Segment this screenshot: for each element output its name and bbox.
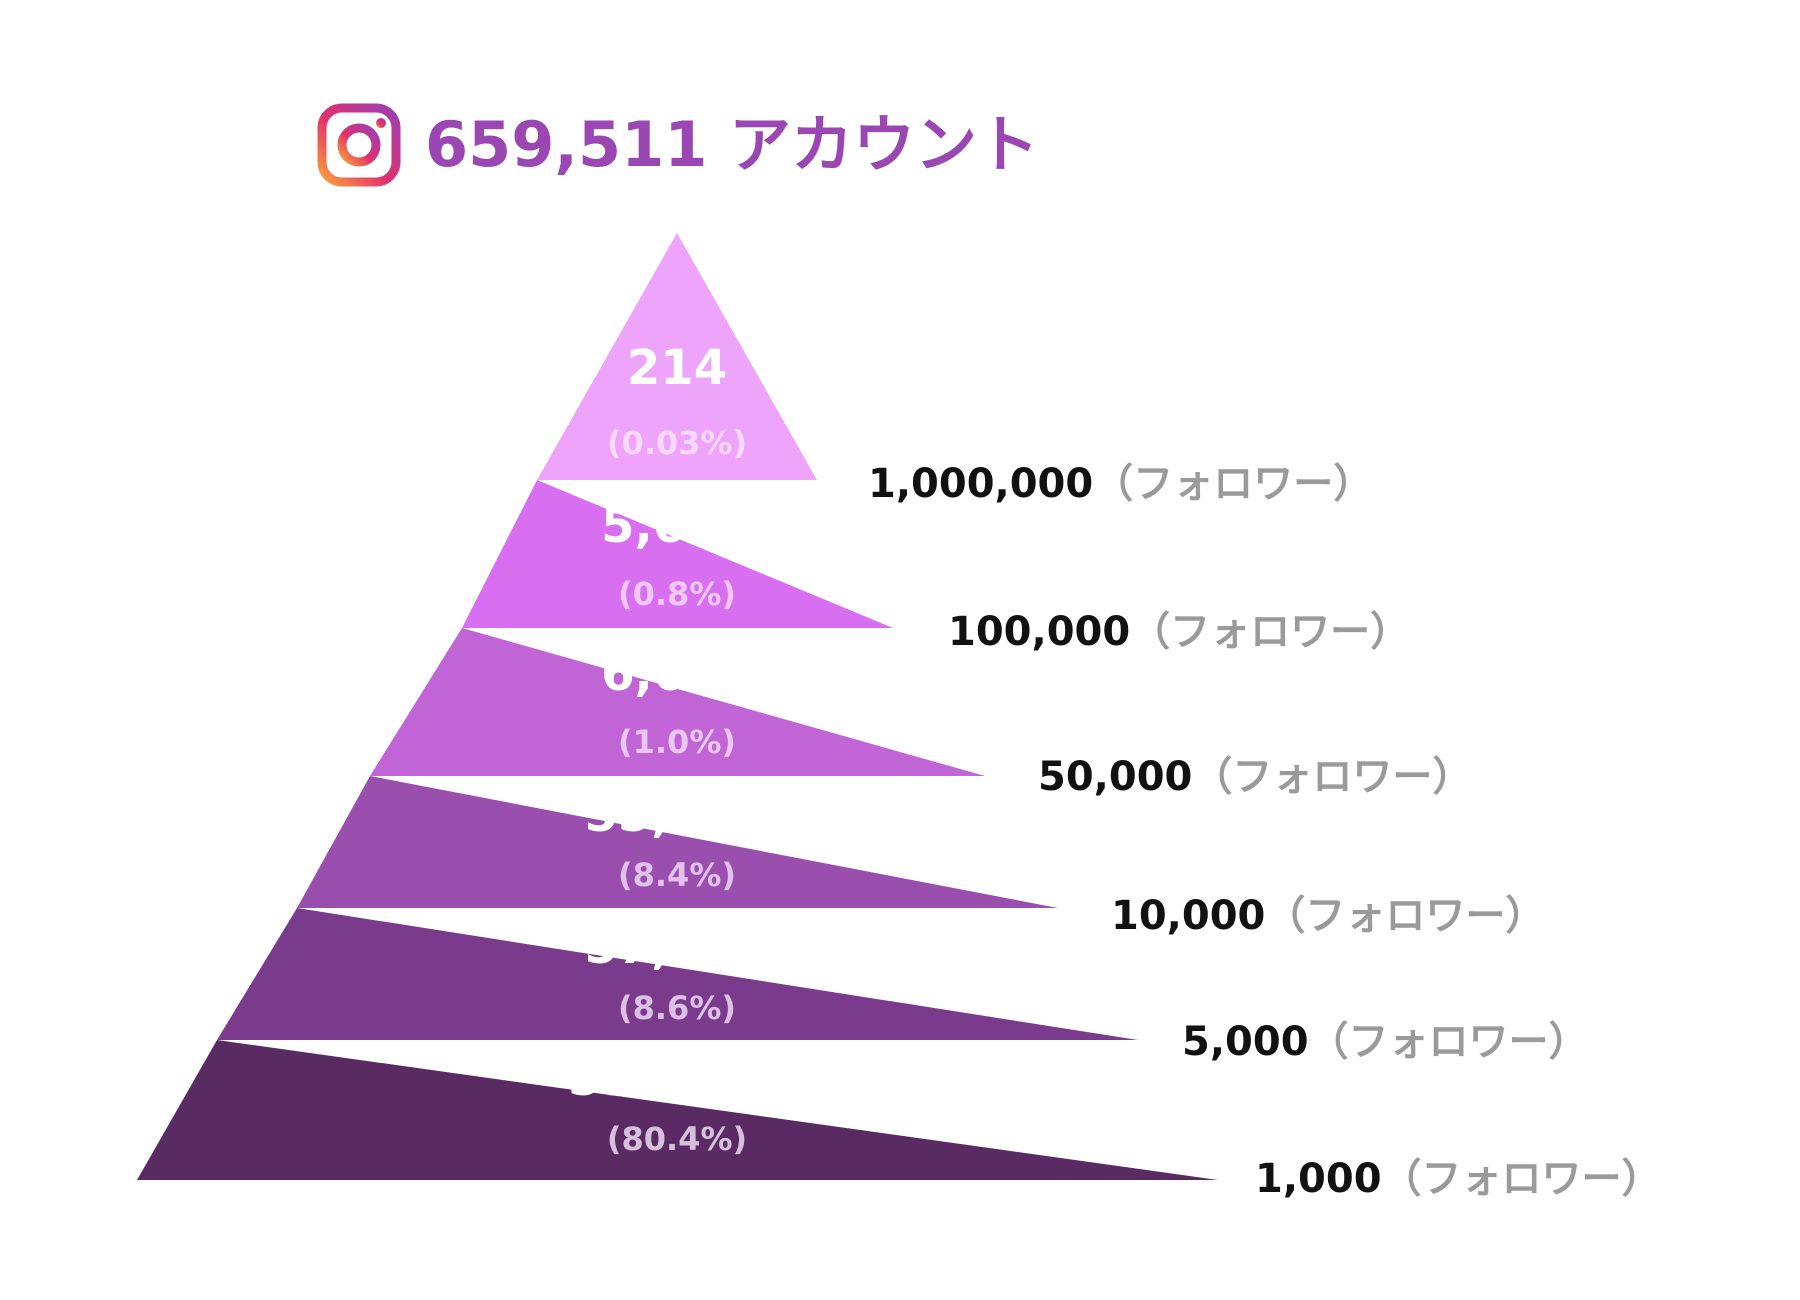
tier-percent: (8.4%): [618, 856, 736, 894]
tier-band: [462, 480, 893, 628]
threshold-label: 10,000（フォロワー）: [1111, 893, 1545, 939]
tier-percent: (1.0%): [618, 723, 736, 761]
threshold-label: 50,000（フォロワー）: [1038, 754, 1472, 800]
tier-band: [137, 1040, 1218, 1180]
header: 659,511 アカウント: [317, 103, 1039, 187]
threshold-label: 100,000（フォロワー）: [948, 609, 1410, 655]
tier-band: [217, 908, 1138, 1040]
threshold-unit: （フォロワー）: [1265, 893, 1545, 939]
tier-band: [370, 628, 985, 776]
tier-percent: (0.03%): [607, 424, 747, 462]
threshold-label: 1,000,000（フォロワー）: [868, 461, 1373, 507]
threshold-unit: （フォロワー）: [1309, 1019, 1589, 1065]
pyramid: 214 (0.03%) 5,632 (0.8%) 6,623 (1.0%) 55…: [137, 233, 1218, 1180]
tier-count: 57,035: [584, 919, 769, 975]
page-title: 659,511 アカウント: [425, 108, 1039, 181]
tier-count: 214: [627, 340, 727, 396]
threshold-value: 50,000: [1038, 754, 1192, 800]
tier-band: [537, 233, 817, 480]
tier-percent: (80.4%): [607, 1120, 747, 1158]
tier-count: 6,623: [601, 646, 753, 702]
threshold-unit: （フォロワー）: [1192, 754, 1472, 800]
threshold-label: 5,000（フォロワー）: [1182, 1019, 1589, 1065]
tier-count: 55,593: [584, 787, 769, 843]
threshold-value: 10,000: [1111, 893, 1265, 939]
tier-percent: (8.6%): [618, 989, 736, 1027]
threshold-value: 5,000: [1182, 1019, 1309, 1065]
threshold-value: 100,000: [948, 609, 1130, 655]
threshold-value: 1,000: [1255, 1156, 1382, 1202]
tier-count: 5,632: [601, 498, 753, 554]
tier-count: 530,666: [568, 1051, 787, 1107]
instagram-icon: [317, 103, 401, 187]
tier-percent: (0.8%): [618, 575, 736, 613]
threshold-unit: （フォロワー）: [1130, 609, 1410, 655]
threshold-label: 1,000（フォロワー）: [1255, 1156, 1662, 1202]
tier-band: [297, 776, 1058, 908]
threshold-unit: （フォロワー）: [1382, 1156, 1662, 1202]
threshold-value: 1,000,000: [868, 461, 1093, 507]
threshold-labels: 1,000,000（フォロワー） 100,000（フォロワー） 50,000（フ…: [868, 461, 1662, 1202]
threshold-unit: （フォロワー）: [1093, 461, 1373, 507]
